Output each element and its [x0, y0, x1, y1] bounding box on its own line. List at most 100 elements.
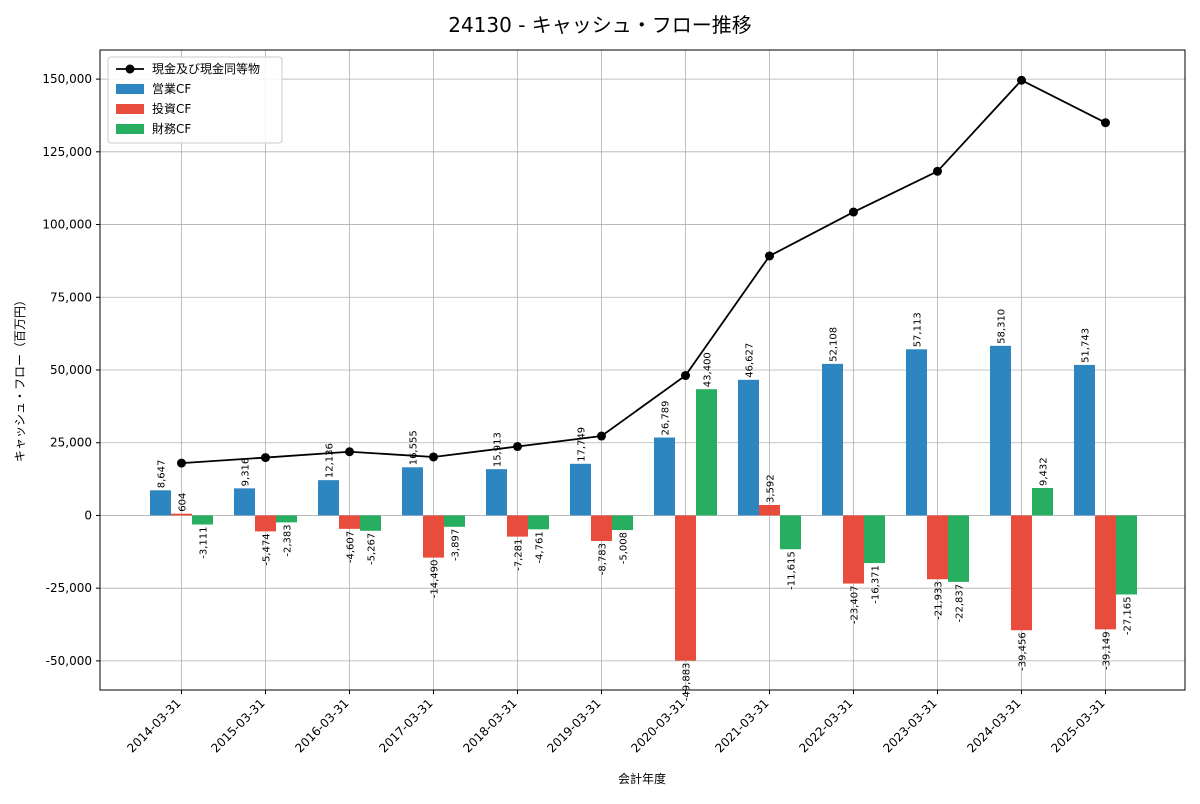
bar [1074, 364, 1095, 516]
data-label: -5,267 [367, 533, 378, 565]
bar [1032, 488, 1053, 516]
data-label: 9,432 [1039, 457, 1050, 486]
bar [402, 467, 423, 516]
x-tick-label: 2014-03-31 [124, 696, 183, 755]
bar [864, 515, 885, 564]
legend-bar-swatch [116, 124, 144, 134]
y-tick-label: -50,000 [46, 654, 92, 668]
cash-point [429, 452, 438, 462]
bars-layer [150, 345, 1137, 661]
data-label: -2,383 [283, 524, 294, 556]
legend-label: 財務CF [152, 121, 191, 136]
cash-point [681, 371, 690, 381]
bar [339, 515, 360, 529]
x-axis-label: 会計年度 [618, 771, 666, 786]
data-label: -39,456 [1018, 632, 1029, 671]
cash-point [345, 447, 354, 457]
bar [990, 345, 1011, 516]
bar [1116, 515, 1137, 595]
bar [444, 515, 465, 527]
data-label: 12,136 [325, 443, 336, 478]
data-label: -27,165 [1123, 596, 1134, 635]
bar [192, 515, 213, 525]
data-label: 46,627 [745, 343, 756, 378]
bar [234, 488, 255, 516]
cash-point [177, 458, 186, 468]
data-label: 16,555 [409, 430, 420, 465]
data-label: 58,310 [997, 309, 1008, 344]
bar [1095, 515, 1116, 630]
bar [612, 515, 633, 531]
bar [780, 515, 801, 550]
bar [507, 515, 528, 537]
data-label: 57,113 [913, 312, 924, 347]
x-tick-label: 2024-03-31 [964, 696, 1023, 755]
y-tick-label: 125,000 [42, 145, 92, 159]
data-label: -21,933 [934, 581, 945, 620]
data-label: -5,008 [619, 532, 630, 564]
y-tick-label: -25,000 [46, 581, 92, 595]
bar [696, 389, 717, 516]
y-tick-label: 150,000 [42, 72, 92, 86]
legend-label: 投資CF [152, 101, 191, 116]
bar [654, 437, 675, 516]
bar [843, 515, 864, 584]
bar [591, 515, 612, 542]
x-tick-label: 2021-03-31 [712, 696, 771, 755]
legend-label: 現金及び現金同等物 [152, 61, 260, 76]
bar [906, 349, 927, 516]
data-label: -4,607 [346, 531, 357, 563]
data-label: 604 [178, 493, 189, 512]
bar [822, 363, 843, 516]
data-label: 43,400 [703, 352, 714, 387]
x-tick-label: 2020-03-31 [628, 696, 687, 755]
data-label: -49,883 [682, 663, 693, 702]
x-tick-label: 2016-03-31 [292, 696, 351, 755]
bar [360, 515, 381, 531]
axes-layer: -50,000 -25,000 0 25,000 50,000 75,000 100,000… [42, 49, 1186, 755]
bar [486, 469, 507, 516]
data-labels-layer: 8,647 9,316 12,136 16,555 15,913 17,749 26,789… [157, 309, 1134, 701]
bar [948, 515, 969, 582]
data-label: -23,407 [850, 586, 861, 625]
x-tick-label: 2025-03-31 [1048, 696, 1107, 755]
cash-point [849, 207, 858, 217]
y-tick-label: 0 [84, 508, 92, 522]
cash-line [181, 79, 1106, 464]
data-label: 8,647 [157, 460, 168, 489]
cash-point [597, 431, 606, 441]
data-label: 51,743 [1081, 328, 1092, 363]
data-label: 26,789 [661, 401, 672, 436]
legend-marker-swatch [125, 64, 135, 74]
data-label: -14,490 [430, 560, 441, 599]
data-label: -7,281 [514, 539, 525, 571]
legend-bar-swatch [116, 104, 144, 114]
data-label: -22,837 [955, 584, 966, 623]
legend-box [107, 56, 283, 144]
x-tick-label: 2019-03-31 [544, 696, 603, 755]
data-label: -3,897 [451, 529, 462, 561]
x-tick-label: 2018-03-31 [460, 696, 519, 755]
chart-title: 24130 - キャッシュ・フロー推移 [448, 13, 752, 37]
y-tick-label: 75,000 [50, 290, 92, 304]
bar [675, 515, 696, 661]
bar [171, 513, 192, 516]
data-label: 17,749 [577, 427, 588, 462]
cash-point [261, 453, 270, 463]
y-tick-label: 50,000 [50, 363, 92, 377]
data-label: 15,913 [493, 432, 504, 467]
x-tick-label: 2015-03-31 [208, 696, 267, 755]
y-axis-label: キャッシュ・フロー（百万円） [13, 294, 27, 462]
legend-label: 営業CF [152, 82, 191, 96]
grid-layer [100, 50, 1185, 690]
bar [759, 505, 780, 516]
data-label: 3,592 [766, 474, 777, 503]
bar [570, 463, 591, 516]
data-label: -16,371 [871, 565, 882, 604]
y-tick-label: 25,000 [50, 436, 92, 450]
data-label: -4,761 [535, 531, 546, 563]
data-label: 9,316 [241, 458, 252, 487]
